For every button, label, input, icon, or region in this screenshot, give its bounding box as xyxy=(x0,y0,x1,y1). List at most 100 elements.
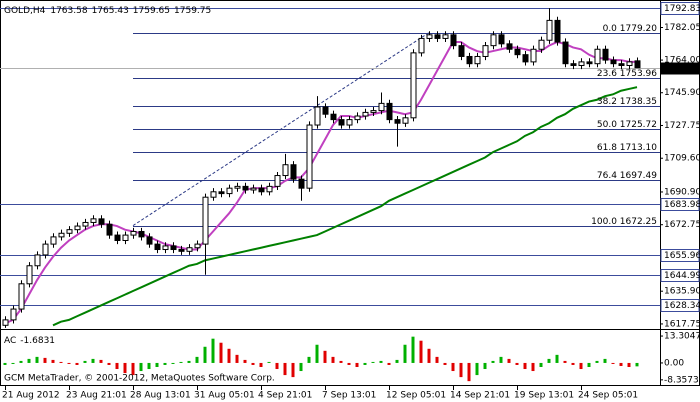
indicator-bar xyxy=(203,346,207,363)
candle-body xyxy=(18,283,25,310)
fibo-label: 50.0 1725.72 xyxy=(597,120,657,130)
candle-body xyxy=(162,245,169,251)
candle-body xyxy=(346,119,353,126)
last-high: 1765.43 xyxy=(92,6,129,16)
indicator-bar xyxy=(355,362,359,367)
indicator-bar xyxy=(563,360,567,363)
x-tick-label: 12 Sep 05:01 xyxy=(386,391,446,401)
indicator-bar xyxy=(243,359,247,363)
x-tick-label: 28 Aug 13:01 xyxy=(130,391,191,401)
candle-body xyxy=(282,164,289,177)
indicator-bar xyxy=(267,361,271,363)
candle-body xyxy=(306,124,313,189)
candle-body xyxy=(330,113,337,121)
indicator-bar xyxy=(179,361,183,363)
candle-body xyxy=(490,34,497,47)
indicator-bar xyxy=(75,362,79,365)
indicator-last: -1.6831 xyxy=(20,336,55,346)
candle-body xyxy=(242,185,249,191)
indicator-bar xyxy=(555,354,559,363)
candle-body xyxy=(394,119,401,124)
indicator-bar xyxy=(59,361,63,363)
indicator-bar xyxy=(491,360,495,363)
fibo-trend xyxy=(132,32,430,227)
candle-body xyxy=(58,232,65,238)
candle-body xyxy=(362,111,369,117)
indicator-bar xyxy=(51,359,55,363)
candle-body xyxy=(290,164,297,180)
y-tick-label: 1727.75 xyxy=(664,121,700,131)
candle-body xyxy=(378,102,385,112)
candle-body xyxy=(562,41,569,65)
indicator-bar xyxy=(19,360,23,363)
indicator-bar xyxy=(147,362,151,370)
indicator-bar xyxy=(155,362,159,367)
x-tick-label: 7 Sep 13:01 xyxy=(322,391,376,401)
level-box xyxy=(660,2,700,15)
candle-body xyxy=(42,243,49,256)
indicator-bar xyxy=(635,362,639,367)
candle-body xyxy=(354,115,361,121)
indicator-bar xyxy=(523,362,527,370)
indicator-bar xyxy=(99,359,103,363)
indicator-bar xyxy=(427,348,431,363)
indicator-bar xyxy=(27,358,31,363)
level-box xyxy=(660,249,700,262)
indicator-bar xyxy=(443,362,447,365)
indicator-bar xyxy=(283,362,287,376)
indicator-bar xyxy=(419,340,423,363)
candle-body xyxy=(202,196,209,245)
indicator-bar xyxy=(219,342,223,363)
candle-body xyxy=(610,59,617,65)
candle-body xyxy=(634,60,641,69)
indicator-bar xyxy=(379,360,383,363)
indicator-bar xyxy=(171,362,175,364)
indicator-tick-label: 13.3047 xyxy=(664,332,700,342)
candle-body xyxy=(130,230,137,236)
x-tick-label: 21 Aug 2012 xyxy=(2,391,60,401)
indicator-bar xyxy=(315,344,319,363)
indicator-bar xyxy=(579,362,583,370)
level-label: 1644.99 xyxy=(664,271,700,281)
indicator-bar xyxy=(323,350,327,363)
indicator-bar xyxy=(115,362,119,370)
x-tick-label: 4 Sep 21:01 xyxy=(258,391,312,401)
candle-body xyxy=(178,249,185,252)
candle-body xyxy=(538,39,545,50)
indicator-bar xyxy=(195,356,199,363)
indicator-bar xyxy=(371,361,375,363)
indicator-bar xyxy=(475,362,479,376)
indicator-bar xyxy=(83,360,87,363)
candle-body xyxy=(402,117,409,124)
indicator-bar xyxy=(467,362,471,382)
indicator-bar xyxy=(435,356,439,363)
candle-body xyxy=(122,234,129,241)
candle-body xyxy=(50,236,57,245)
level-label: 1683.98 xyxy=(664,200,700,210)
candle-body xyxy=(186,247,193,252)
candle-body xyxy=(514,48,521,56)
indicator-bar xyxy=(507,358,511,363)
indicator-bar xyxy=(395,359,399,363)
candle-body xyxy=(138,230,145,238)
indicator-bar xyxy=(603,358,607,363)
indicator-bar xyxy=(483,362,487,370)
candle-body xyxy=(194,243,201,249)
indicator-header: AC -1.6831 xyxy=(4,336,55,346)
x-tick-label: 19 Sep 13:01 xyxy=(514,391,574,401)
candle-body xyxy=(578,61,585,66)
candle-body xyxy=(522,54,529,63)
y-tick-label: 1690.90 xyxy=(664,187,700,197)
candle-body xyxy=(466,55,473,65)
fibo-label: 23.6 1753.96 xyxy=(597,69,657,79)
candle-body xyxy=(66,229,73,234)
indicator-bar xyxy=(43,357,47,363)
fibo-label: 76.4 1697.49 xyxy=(597,171,657,181)
indicator-bar xyxy=(347,362,351,365)
candle-body xyxy=(250,187,257,191)
last-close: 1759.75 xyxy=(174,6,211,16)
candle-body xyxy=(434,34,441,39)
level-box xyxy=(660,269,700,282)
y-tick-label: 1745.90 xyxy=(664,88,700,98)
last-open: 1763.58 xyxy=(50,6,87,16)
